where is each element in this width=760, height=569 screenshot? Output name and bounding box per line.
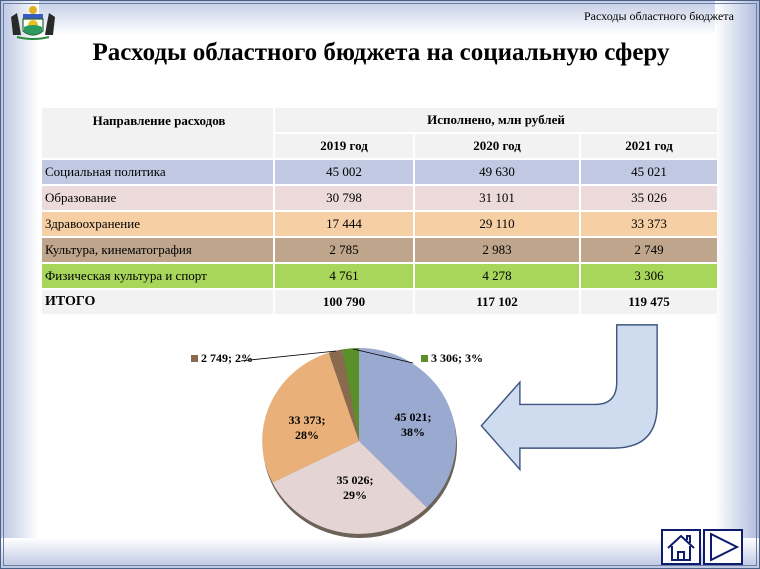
total-value: 119 475 bbox=[581, 290, 717, 314]
pie-outer-label-cult: 2 749; 2% bbox=[191, 351, 253, 366]
cell-value: 17 444 bbox=[275, 212, 413, 236]
col-header-2021: 2021 год bbox=[581, 134, 717, 158]
cell-value: 33 373 bbox=[581, 212, 717, 236]
total-label: ИТОГО bbox=[42, 290, 273, 314]
table-years-row: 2019 год 2020 год 2021 год bbox=[42, 134, 717, 158]
coat-of-arms-icon bbox=[11, 6, 55, 40]
legend-swatch-sport bbox=[421, 355, 428, 362]
pie-slice-sport bbox=[342, 348, 359, 441]
col-header-2019: 2019 год bbox=[275, 134, 413, 158]
pie-label-soc: 45 021; 38% bbox=[395, 410, 432, 439]
row-label: Образование bbox=[42, 186, 273, 210]
next-icon bbox=[710, 532, 740, 562]
col-header-direction: Направление расходов bbox=[42, 108, 273, 158]
table-row: Образование 30 798 31 101 35 026 bbox=[42, 186, 717, 210]
table-row: Здравоохранение 17 444 29 110 33 373 bbox=[42, 212, 717, 236]
cell-value: 4 278 bbox=[415, 264, 579, 288]
legend-swatch-cult bbox=[191, 355, 198, 362]
cell-value: 31 101 bbox=[415, 186, 579, 210]
cell-value: 30 798 bbox=[275, 186, 413, 210]
table-row: Социальная политика 45 002 49 630 45 021 bbox=[42, 160, 717, 184]
row-label: Культура, кинематография bbox=[42, 238, 273, 262]
table-header-row: Направление расходов Исполнено, млн рубл… bbox=[42, 108, 717, 158]
header-note: Расходы областного бюджета bbox=[583, 9, 734, 23]
frame-right bbox=[715, 1, 759, 568]
pie-slice-edu bbox=[272, 441, 427, 534]
cell-value: 2 749 bbox=[581, 238, 717, 262]
pie-slice-cult bbox=[328, 349, 359, 441]
cell-value: 49 630 bbox=[415, 160, 579, 184]
leader-line-cult bbox=[241, 350, 337, 362]
row-label: Физическая культура и спорт bbox=[42, 264, 273, 288]
next-button[interactable] bbox=[703, 529, 743, 565]
pie-chart: 45 021; 38% 35 026; 29% 33 373; 28% bbox=[241, 348, 457, 538]
curved-arrow-icon bbox=[480, 324, 658, 472]
cell-value: 29 110 bbox=[415, 212, 579, 236]
total-value: 100 790 bbox=[275, 290, 413, 314]
pie-label-health: 33 373; 28% bbox=[289, 413, 326, 442]
frame-bottom bbox=[1, 538, 759, 568]
frame-left bbox=[1, 1, 39, 568]
cell-value: 45 021 bbox=[581, 160, 717, 184]
page-title: Расходы областного бюджета на социальную… bbox=[92, 39, 670, 66]
cell-value: 2 785 bbox=[275, 238, 413, 262]
pie-slice-soc bbox=[359, 348, 456, 508]
total-value: 117 102 bbox=[415, 290, 579, 314]
pie-label-edu: 35 026; 29% bbox=[337, 473, 374, 502]
col-header-group: Исполнено, млн рублей bbox=[275, 108, 717, 132]
table-row: Культура, кинематография 2 785 2 983 2 7… bbox=[42, 238, 717, 262]
table-total-row: ИТОГО 100 790 117 102 119 475 bbox=[42, 290, 717, 314]
pie-outer-label-sport: 3 306; 3% bbox=[421, 351, 483, 366]
pie-slice-health bbox=[262, 352, 359, 483]
cell-value: 2 983 bbox=[415, 238, 579, 262]
cell-value: 4 761 bbox=[275, 264, 413, 288]
home-button[interactable] bbox=[661, 529, 701, 565]
home-icon bbox=[667, 534, 695, 561]
leader-line-sport bbox=[352, 348, 414, 364]
col-header-2020: 2020 год bbox=[415, 134, 579, 158]
row-label: Социальная политика bbox=[42, 160, 273, 184]
frame-top bbox=[1, 1, 759, 35]
cell-value: 45 002 bbox=[275, 160, 413, 184]
cell-value: 3 306 bbox=[581, 264, 717, 288]
row-label: Здравоохранение bbox=[42, 212, 273, 236]
table-row: Физическая культура и спорт 4 761 4 278 … bbox=[42, 264, 717, 288]
cell-value: 35 026 bbox=[581, 186, 717, 210]
budget-table: Направление расходов Исполнено, млн рубл… bbox=[40, 106, 719, 316]
